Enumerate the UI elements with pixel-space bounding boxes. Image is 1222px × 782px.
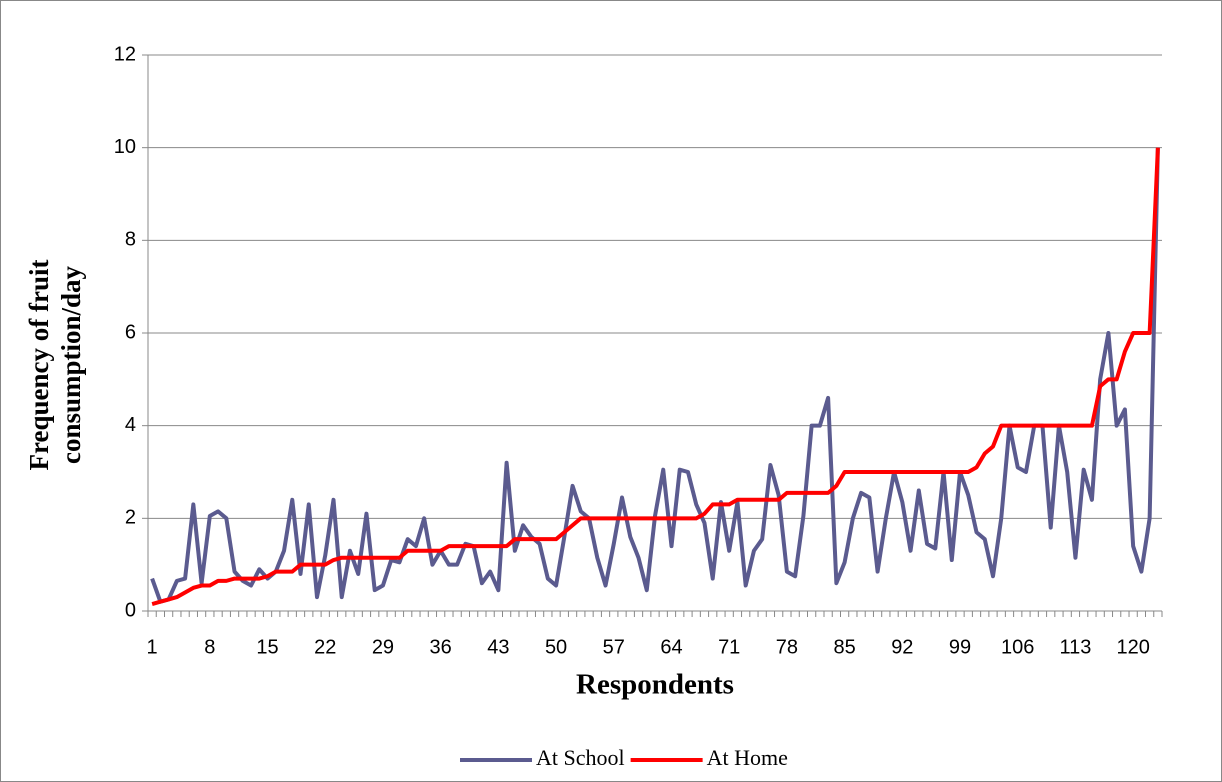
x-tick-label: 85 xyxy=(833,636,855,658)
x-tick-label: 36 xyxy=(430,636,452,658)
y-axis-title-line: Frequency of fruit xyxy=(24,260,54,471)
y-tick-label: 6 xyxy=(125,321,136,343)
x-tick-label: 15 xyxy=(256,636,278,658)
x-tick-label: 92 xyxy=(891,636,913,658)
x-tick-label: 29 xyxy=(372,636,394,658)
y-axis-title: Frequency of fruit consumption/day xyxy=(24,260,86,471)
x-tick-label: 120 xyxy=(1116,636,1149,658)
y-tick-label: 8 xyxy=(125,229,136,251)
x-tick-label: 106 xyxy=(1001,636,1034,658)
x-axis-title: Respondents xyxy=(576,669,734,701)
legend-label: At School xyxy=(536,745,625,770)
x-tick-label: 113 xyxy=(1059,636,1091,658)
y-tick-label: 12 xyxy=(114,43,136,65)
y-tick-label: 0 xyxy=(125,599,136,621)
series-line xyxy=(150,147,1160,604)
x-tick-label: 1 xyxy=(147,636,158,658)
y-tick-label: 4 xyxy=(125,414,136,436)
x-tick-label: 57 xyxy=(603,636,625,658)
series-line xyxy=(151,147,1160,606)
x-tick-label: 99 xyxy=(949,636,971,658)
y-tick-label: 2 xyxy=(125,507,136,529)
y-tick-label: 10 xyxy=(114,136,136,158)
x-tick-label: 78 xyxy=(776,636,798,658)
x-tick-label: 50 xyxy=(545,636,567,658)
x-tick-label: 43 xyxy=(487,636,509,658)
x-tick-label: 71 xyxy=(718,636,740,658)
legend-label: At Home xyxy=(707,745,788,770)
x-tick-label: 8 xyxy=(204,636,215,658)
y-axis-title-line: consumption/day xyxy=(56,265,86,464)
x-tick-label: 22 xyxy=(314,636,336,658)
x-tick-label: 64 xyxy=(660,636,682,658)
